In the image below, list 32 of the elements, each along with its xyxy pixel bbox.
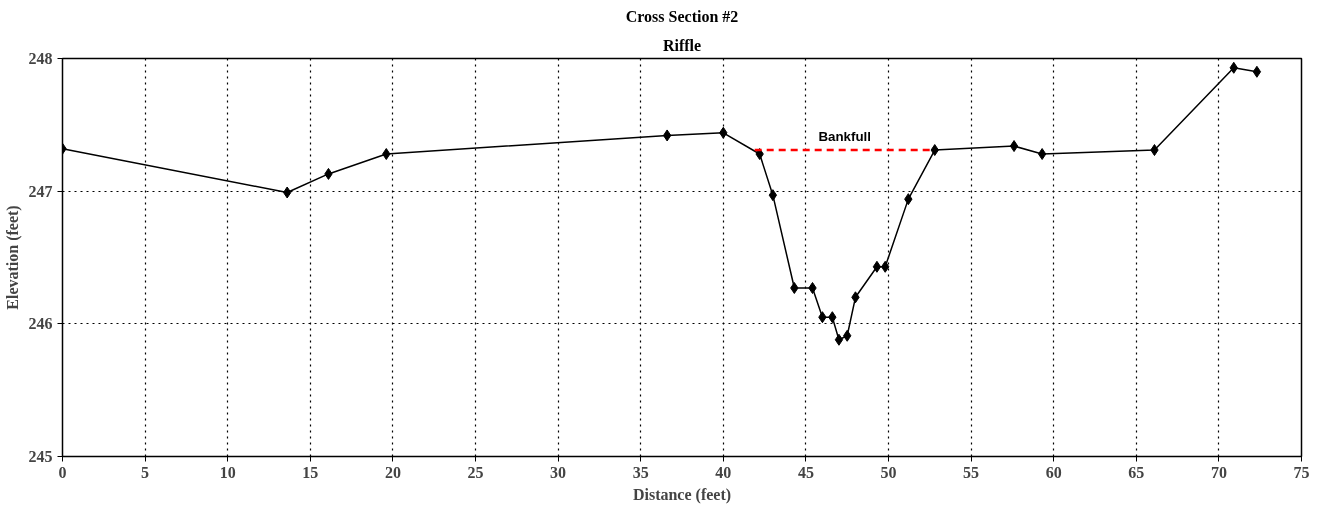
x-tick-label: 25 xyxy=(467,463,484,481)
y-tick-label: 246 xyxy=(28,315,53,333)
x-tick-label: 20 xyxy=(384,463,401,481)
x-tick-label: 0 xyxy=(58,463,67,481)
y-tick-label: 248 xyxy=(28,50,53,67)
x-tick-label: 30 xyxy=(550,463,567,481)
x-tick-label: 40 xyxy=(715,463,732,481)
y-tick-label: 245 xyxy=(28,448,53,465)
point xyxy=(872,260,882,273)
y-axis-title: Elevation (feet) xyxy=(3,205,22,310)
y-tick-label: 247 xyxy=(28,182,53,200)
chart-title: Cross Section #2 xyxy=(625,7,739,25)
x-tick-label: 60 xyxy=(1045,463,1062,481)
x-tick-label: 55 xyxy=(963,463,980,481)
x-tick-label: 65 xyxy=(1128,463,1145,481)
x-tick-label: 45 xyxy=(797,463,814,481)
chart-subtitle: Riffle xyxy=(662,36,702,54)
x-tick-label: 5 xyxy=(141,463,150,481)
point xyxy=(1252,65,1262,78)
series-label: Bankfull xyxy=(818,129,872,145)
x-tick-label: 75 xyxy=(1293,463,1310,481)
point xyxy=(1037,148,1047,161)
point xyxy=(1009,140,1019,153)
x-tick-label: 35 xyxy=(632,463,649,481)
x-tick-label: 50 xyxy=(880,463,897,481)
x-axis-title: Distance (feet) xyxy=(632,485,732,504)
point xyxy=(834,333,844,346)
x-tick-label: 15 xyxy=(302,463,319,481)
x-tick-label: 10 xyxy=(219,463,236,481)
point xyxy=(662,129,672,142)
x-tick-label: 70 xyxy=(1210,463,1227,481)
point xyxy=(768,189,778,202)
